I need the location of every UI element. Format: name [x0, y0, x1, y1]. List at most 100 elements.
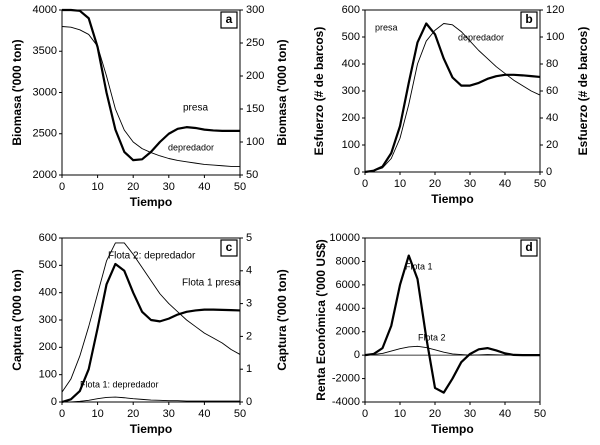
y-tick-label: 3500: [33, 45, 57, 57]
y2-tick-label: 120: [546, 4, 564, 16]
series-label: depredador: [458, 32, 504, 42]
y-tick-label: 0: [51, 396, 57, 408]
series-line: [62, 396, 240, 403]
series-label: depredador: [168, 142, 214, 152]
series-label: Flota 1 presa: [182, 278, 241, 289]
y-tick-label: 600: [39, 232, 57, 244]
y-tick-label: 3000: [33, 86, 57, 98]
x-tick-label: 0: [362, 178, 368, 190]
y2-tick-label: 3: [246, 298, 252, 310]
y2-tick-label: 0: [546, 166, 552, 178]
plot-frame: [364, 9, 541, 173]
x-tick-label: 50: [534, 408, 546, 420]
x-tick-label: 50: [534, 178, 546, 190]
y2-tick-label: 5: [246, 232, 252, 244]
x-tick-label: 10: [394, 178, 406, 190]
y-tick-label: 600: [342, 4, 360, 16]
x-axis-label: Tiempo: [130, 422, 172, 436]
y-axis-label: Esfuerzo (# de barcos): [312, 27, 326, 156]
panel-label-box: [220, 11, 238, 29]
y2-axis-label: Esfuerzo (# de barcos): [576, 27, 590, 156]
x-tick-label: 20: [429, 408, 441, 420]
x-tick-label: 0: [59, 181, 65, 193]
y-tick-label: 2000: [33, 169, 57, 181]
x-tick-label: 40: [499, 178, 511, 190]
series-label: presa: [375, 22, 398, 32]
series-line: [61, 26, 240, 167]
series-label: presa: [183, 103, 208, 114]
x-tick-label: 20: [429, 178, 441, 190]
series-label: Flota 2: depredador: [108, 251, 196, 262]
y-tick-label: 200: [39, 341, 57, 353]
y-tick-label: 300: [39, 314, 57, 326]
y-axis-label: Renta Económica ('000 US$): [314, 239, 328, 401]
y2-axis-label: Biomasa ('000 ton): [275, 39, 289, 145]
x-axis-label: Tiempo: [431, 192, 473, 206]
y-tick-label: 8000: [336, 255, 360, 267]
y-tick-label: 500: [342, 31, 360, 43]
panel-label: a: [226, 12, 233, 26]
series-line: [364, 254, 540, 394]
y-tick-label: -2000: [332, 372, 360, 384]
series-label: Flota 1: depredador: [80, 379, 159, 389]
y-tick-label: 2000: [336, 326, 360, 338]
x-tick-label: 0: [59, 408, 65, 420]
y-tick-label: -4000: [332, 396, 360, 408]
x-axis-label: Tiempo: [130, 195, 172, 209]
x-tick-label: 40: [499, 408, 511, 420]
y-tick-label: 300: [342, 85, 360, 97]
y2-tick-label: 150: [246, 103, 264, 115]
y-axis-label: Captura ('000 ton): [10, 269, 24, 371]
x-tick-label: 10: [394, 408, 406, 420]
x-tick-label: 20: [127, 408, 139, 420]
y2-tick-label: 2: [246, 330, 252, 342]
x-tick-label: 20: [127, 181, 139, 193]
y2-tick-label: 1: [246, 363, 252, 375]
y-tick-label: 500: [39, 259, 57, 271]
x-tick-label: 30: [464, 408, 476, 420]
x-tick-label: 10: [91, 181, 103, 193]
panel-label-box: [520, 239, 538, 257]
x-tick-label: 0: [362, 408, 368, 420]
y-tick-label: 400: [342, 58, 360, 70]
x-tick-label: 40: [198, 408, 210, 420]
panel-label: d: [525, 240, 532, 254]
y-tick-label: 6000: [336, 279, 360, 291]
y-tick-label: 200: [342, 112, 360, 124]
y-tick-label: 100: [342, 139, 360, 151]
series-line: [62, 8, 240, 162]
panel-label-box: [520, 11, 538, 29]
y2-tick-label: 100: [246, 136, 264, 148]
x-tick-label: 40: [198, 181, 210, 193]
y2-tick-label: 300: [246, 4, 264, 16]
y-axis-label: Biomasa ('000 ton): [10, 39, 24, 145]
series-line: [364, 23, 541, 173]
series-line: [364, 345, 540, 356]
y2-tick-label: 200: [246, 70, 264, 82]
plot-frame: [364, 237, 541, 403]
y2-tick-label: 60: [546, 85, 558, 97]
x-tick-label: 30: [464, 178, 476, 190]
y-tick-label: 4000: [336, 302, 360, 314]
y-tick-label: 2500: [33, 128, 57, 140]
y-tick-label: 0: [354, 166, 360, 178]
panel-label: b: [525, 12, 532, 26]
series-line: [364, 22, 541, 174]
x-tick-label: 50: [234, 181, 246, 193]
y2-tick-label: 80: [546, 58, 558, 70]
y2-tick-label: 40: [546, 112, 558, 124]
x-tick-label: 50: [234, 408, 246, 420]
x-axis-label: Tiempo: [431, 422, 473, 436]
x-tick-label: 30: [163, 181, 175, 193]
y2-tick-label: 4: [246, 265, 252, 277]
y-tick-label: 10000: [329, 232, 360, 244]
series-line: [61, 262, 241, 404]
y-tick-label: 100: [39, 369, 57, 381]
y2-tick-label: 20: [546, 139, 558, 151]
y-tick-label: 0: [354, 349, 360, 361]
y-tick-label: 400: [39, 287, 57, 299]
y2-tick-label: 50: [246, 169, 258, 181]
panel-label: c: [226, 240, 233, 254]
y-tick-label: 4000: [33, 4, 57, 16]
